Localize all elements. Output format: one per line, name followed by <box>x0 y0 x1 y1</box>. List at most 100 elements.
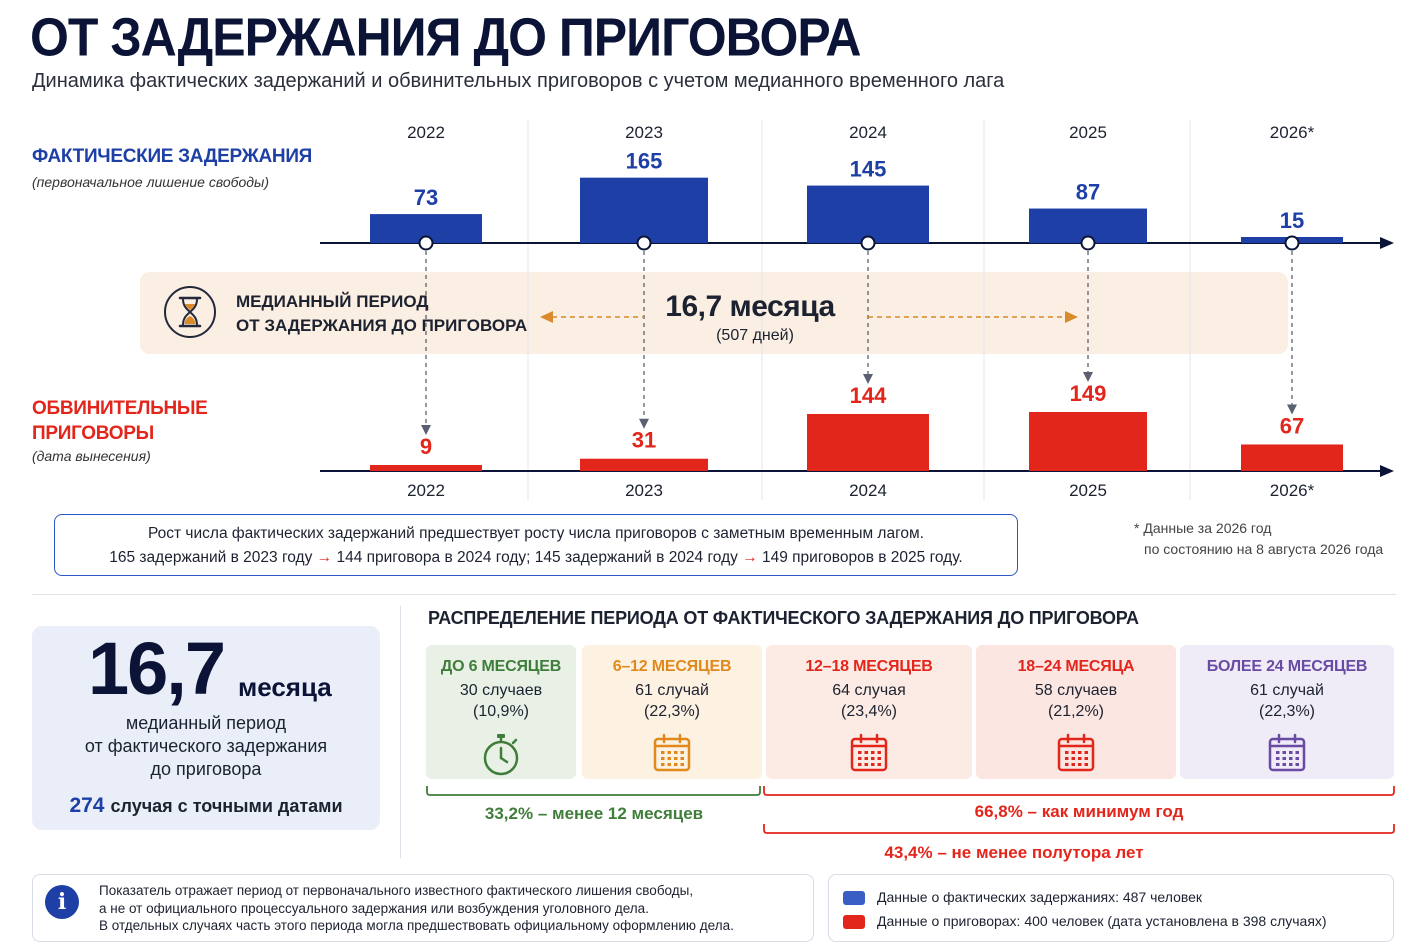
footnote-line1: * Данные за 2026 год <box>1134 520 1272 536</box>
legend-box: Данные о фактических задержаниях: 487 че… <box>828 874 1394 942</box>
legend-detentions: Данные о фактических задержаниях: 487 че… <box>877 889 1203 905</box>
red-arrow-icon: → <box>742 549 758 566</box>
distribution-card: ДО 6 МЕСЯЦЕВ 30 случаев (10,9%) <box>426 645 576 779</box>
distribution-card: 6–12 МЕСЯЦЕВ 61 случай (22,3%) <box>582 645 762 779</box>
year-label-bottom: 2022 <box>407 481 445 500</box>
lag-note-line2: 165 задержаний в 2023 году → 144 пригово… <box>55 546 1017 570</box>
bracket-label-over-12: 66,8% – как минимум год <box>974 802 1184 821</box>
sentences-row-title: ОБВИНИТЕЛЬНЫЕ ПРИГОВОРЫ <box>32 398 208 444</box>
bracket-over-12 <box>763 786 1395 796</box>
timeline-marker <box>418 235 434 251</box>
distribution-card-percent: (23,4%) <box>840 703 898 720</box>
legend-swatch-sentences <box>843 915 865 929</box>
detention-bar <box>807 185 929 243</box>
detention-bar <box>580 177 708 243</box>
lag-note-part2: 144 приговора в 2024 году; 145 задержани… <box>336 549 738 566</box>
sentence-value-label: 9 <box>420 434 432 459</box>
info-line: В отдельных случаях часть этого периода … <box>99 918 734 933</box>
legend-swatch-detentions <box>843 891 865 905</box>
calendar-icon <box>849 733 889 778</box>
arrow-down-icon <box>1287 404 1297 415</box>
year-label-top: 2024 <box>849 123 887 142</box>
arrow-left-icon <box>540 311 553 323</box>
timeline-marker <box>636 235 652 251</box>
year-label-top: 2026* <box>1270 123 1315 142</box>
distribution-card-label: 12–18 МЕСЯЦЕВ <box>805 658 933 675</box>
stat-desc-line: медианный период <box>125 713 287 733</box>
hourglass-icon <box>164 286 216 338</box>
sentence-value-label: 149 <box>1070 381 1107 406</box>
sentence-bar <box>370 465 482 471</box>
stat-cases-number: 274 <box>69 794 105 817</box>
distribution-card-label: ДО 6 МЕСЯЦЕВ <box>440 658 562 675</box>
timeline-marker <box>1080 235 1096 251</box>
median-stat-card: 16,7 месяца медианный период от фактичес… <box>32 626 380 830</box>
median-value: 16,7 месяца <box>665 290 835 323</box>
sentence-value-label: 67 <box>1280 413 1304 438</box>
detentions-row-note: (первоначальное лишение свободы) <box>32 174 269 190</box>
red-arrow-icon: → <box>316 549 333 566</box>
sentences-row-note: (дата вынесения) <box>32 448 151 464</box>
detention-value-label: 73 <box>414 185 438 210</box>
lag-note-part3: 149 приговоров в 2025 году. <box>762 549 963 566</box>
detention-value-label: 15 <box>1280 208 1304 233</box>
arrow-down-icon <box>639 418 649 429</box>
distribution-card-label: 6–12 МЕСЯЦЕВ <box>612 658 732 675</box>
distribution-card: 12–18 МЕСЯЦЕВ 64 случая (23,4%) <box>766 645 972 779</box>
lag-note-line1: Рост числа фактических задержаний предше… <box>147 525 924 542</box>
bracket-label-under-12: 33,2% – менее 12 месяцев <box>484 804 704 823</box>
distribution-title: РАСПРЕДЕЛЕНИЕ ПЕРИОДА ОТ ФАКТИЧЕСКОГО ЗА… <box>428 608 1139 628</box>
distribution-card-count: 30 случаев <box>459 682 543 699</box>
sentence-bar <box>580 458 708 471</box>
page-title: ОТ ЗАДЕРЖАНИЯ ДО ПРИГОВОРА <box>30 7 861 68</box>
distribution-card-count: 61 случай <box>635 682 709 699</box>
sentence-value-label: 31 <box>632 428 656 453</box>
bracket-under-12 <box>426 786 761 796</box>
median-label-line2: ОТ ЗАДЕРЖАНИЯ ДО ПРИГОВОРА <box>236 316 528 335</box>
distribution-card-label: БОЛЕЕ 24 МЕСЯЦЕВ <box>1206 658 1368 675</box>
footnote-line2: по состоянию на 8 августа 2026 года <box>1144 541 1384 557</box>
stat-cases: 274 случая с точными датами <box>32 794 380 818</box>
info-box: i Показатель отражает период от первонач… <box>32 874 814 942</box>
lag-note-part1: 165 задержаний в 2023 году <box>109 549 313 566</box>
distribution-card-label: 18–24 МЕСЯЦА <box>1017 658 1135 675</box>
sentence-bar <box>1241 444 1343 471</box>
stat-desc-line: от фактического задержания <box>84 736 328 756</box>
median-band <box>140 272 1288 354</box>
stat-desc-line: до приговора <box>150 759 262 779</box>
column-divider <box>400 606 401 858</box>
bracket-over-18 <box>763 824 1395 834</box>
year-label-bottom: 2026* <box>1270 481 1315 500</box>
year-label-top: 2023 <box>625 123 663 142</box>
timeline-chart: 2022 2022 73 9 2023 2023 165 31 2024 2024 145 144 20… <box>320 120 1394 500</box>
arrow-down-icon <box>421 425 431 435</box>
arrow-right-icon <box>1065 311 1078 323</box>
page-subtitle: Динамика фактических задержаний и обвини… <box>32 70 1005 92</box>
info-text: Показатель отражает период от первоначал… <box>99 882 734 935</box>
timeline-marker <box>860 235 876 251</box>
distribution-card-percent: (22,3%) <box>643 703 701 720</box>
distribution-card-count: 64 случая <box>832 682 906 699</box>
year-label-top: 2022 <box>407 123 445 142</box>
footnote: * Данные за 2026 год по состоянию на 8 а… <box>1134 518 1383 560</box>
arrow-down-icon <box>863 373 873 384</box>
distribution-card-percent: (22,3%) <box>1258 703 1316 720</box>
axis-arrow-icon <box>1380 465 1394 477</box>
info-icon: i <box>45 885 79 919</box>
median-label-line1: МЕДИАННЫЙ ПЕРИОД <box>236 292 429 311</box>
distribution-card-count: 61 случай <box>1250 682 1324 699</box>
timeline-marker <box>1284 235 1300 251</box>
stat-cases-text: случая с точными датами <box>110 796 343 816</box>
distribution-card-percent: (10,9%) <box>472 703 530 720</box>
year-label-bottom: 2023 <box>625 481 663 500</box>
stat-description: медианный период от фактического задержа… <box>32 712 380 781</box>
median-label: МЕДИАННЫЙ ПЕРИОД ОТ ЗАДЕРЖАНИЯ ДО ПРИГОВ… <box>236 290 527 338</box>
detention-value-label: 145 <box>850 157 887 182</box>
detention-value-label: 165 <box>626 149 663 174</box>
stat-unit: месяца <box>238 672 332 702</box>
calendar-icon <box>652 733 692 778</box>
lag-note-box: Рост числа фактических задержаний предше… <box>54 514 1018 576</box>
median-days: (507 дней) <box>716 327 794 344</box>
stopwatch-icon <box>480 733 522 782</box>
